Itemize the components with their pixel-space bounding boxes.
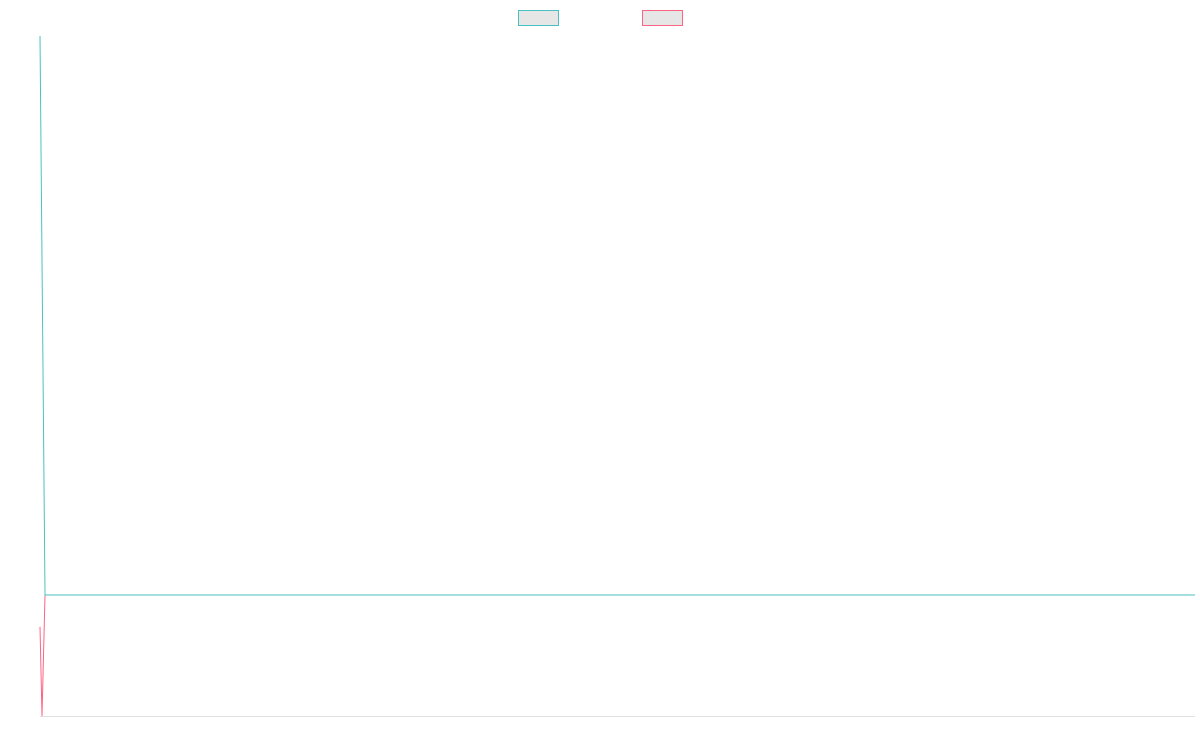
series-line xyxy=(39,35,1195,596)
series-line xyxy=(39,594,1195,717)
legend-swatch[interactable] xyxy=(642,10,683,26)
legend-swatch[interactable] xyxy=(518,10,559,26)
